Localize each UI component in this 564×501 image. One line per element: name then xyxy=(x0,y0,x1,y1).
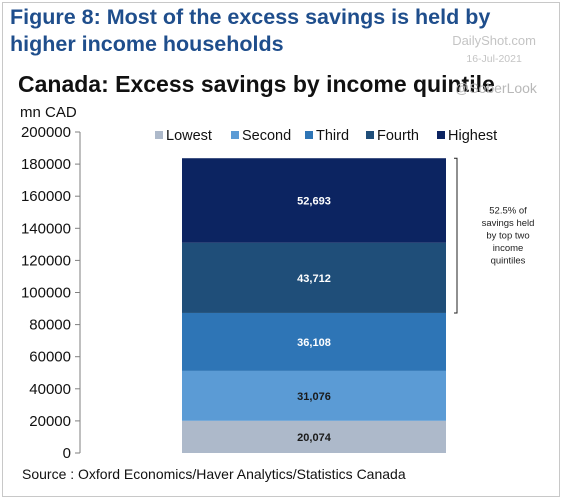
bar-segment-fourth xyxy=(182,242,446,313)
y-tick-label: 0 xyxy=(63,445,71,462)
annotation-text-line: quintiles xyxy=(491,256,526,267)
legend-label-lowest: Lowest xyxy=(166,128,212,144)
watermark: DailyShot.com 16-Jul-2021 xyxy=(452,32,536,68)
bar-segment-second xyxy=(182,370,446,421)
annotation-text-line: income xyxy=(493,243,524,254)
annotation-text-line: by top two xyxy=(486,231,529,242)
soberlook-handle: @SoberLook xyxy=(455,80,537,96)
annotation-text-line: savings held xyxy=(482,218,535,229)
y-tick-label: 80000 xyxy=(29,317,71,334)
y-tick-label: 160000 xyxy=(21,188,71,205)
annotation-text-line: 52.5% of xyxy=(489,206,527,217)
bar-stack: 20,074 31,076 36,108 43,712 52,693 xyxy=(182,158,446,453)
watermark-brand: DailyShot.com xyxy=(452,33,536,48)
bar-segment-highest xyxy=(182,158,446,243)
legend-swatch-third xyxy=(305,131,313,139)
legend-swatch-lowest xyxy=(155,131,163,139)
legend-swatch-fourth xyxy=(366,131,374,139)
legend: Lowest Second Third Fourth Highest xyxy=(155,128,497,144)
annotation-bracket xyxy=(454,157,458,314)
legend-swatch-highest xyxy=(437,131,445,139)
data-label-second: 31,076 xyxy=(297,391,331,403)
bar-segment-lowest xyxy=(182,420,446,453)
bar-segment-third xyxy=(182,312,446,371)
data-label-highest: 52,693 xyxy=(297,196,331,208)
y-axis: 0 20000 40000 60000 80000 100000 120000 140000 1… xyxy=(21,124,81,462)
y-tick-label: 140000 xyxy=(21,220,71,237)
legend-swatch-second xyxy=(231,131,239,139)
y-axis-unit: mn CAD xyxy=(20,104,77,121)
source-note: Source : Oxford Economics/Haver Analytic… xyxy=(22,466,406,482)
data-label-fourth: 43,712 xyxy=(297,273,331,285)
data-label-lowest: 20,074 xyxy=(297,432,332,444)
legend-label-second: Second xyxy=(242,128,291,144)
legend-label-third: Third xyxy=(316,128,349,144)
y-tick-label: 180000 xyxy=(21,156,71,173)
watermark-date: 16-Jul-2021 xyxy=(466,53,522,65)
y-tick-label: 60000 xyxy=(29,349,71,366)
legend-label-highest: Highest xyxy=(448,128,497,144)
data-label-third: 36,108 xyxy=(297,337,331,349)
y-tick-label: 200000 xyxy=(21,124,71,141)
figure-title: Figure 8: Most of the excess savings is … xyxy=(10,5,491,56)
y-tick-label: 40000 xyxy=(29,381,71,398)
chart-title: Canada: Excess savings by income quintil… xyxy=(18,71,495,97)
y-tick-label: 100000 xyxy=(21,285,71,302)
y-tick-label: 120000 xyxy=(21,252,71,269)
y-tick-label: 20000 xyxy=(29,413,71,430)
legend-label-fourth: Fourth xyxy=(377,128,419,144)
